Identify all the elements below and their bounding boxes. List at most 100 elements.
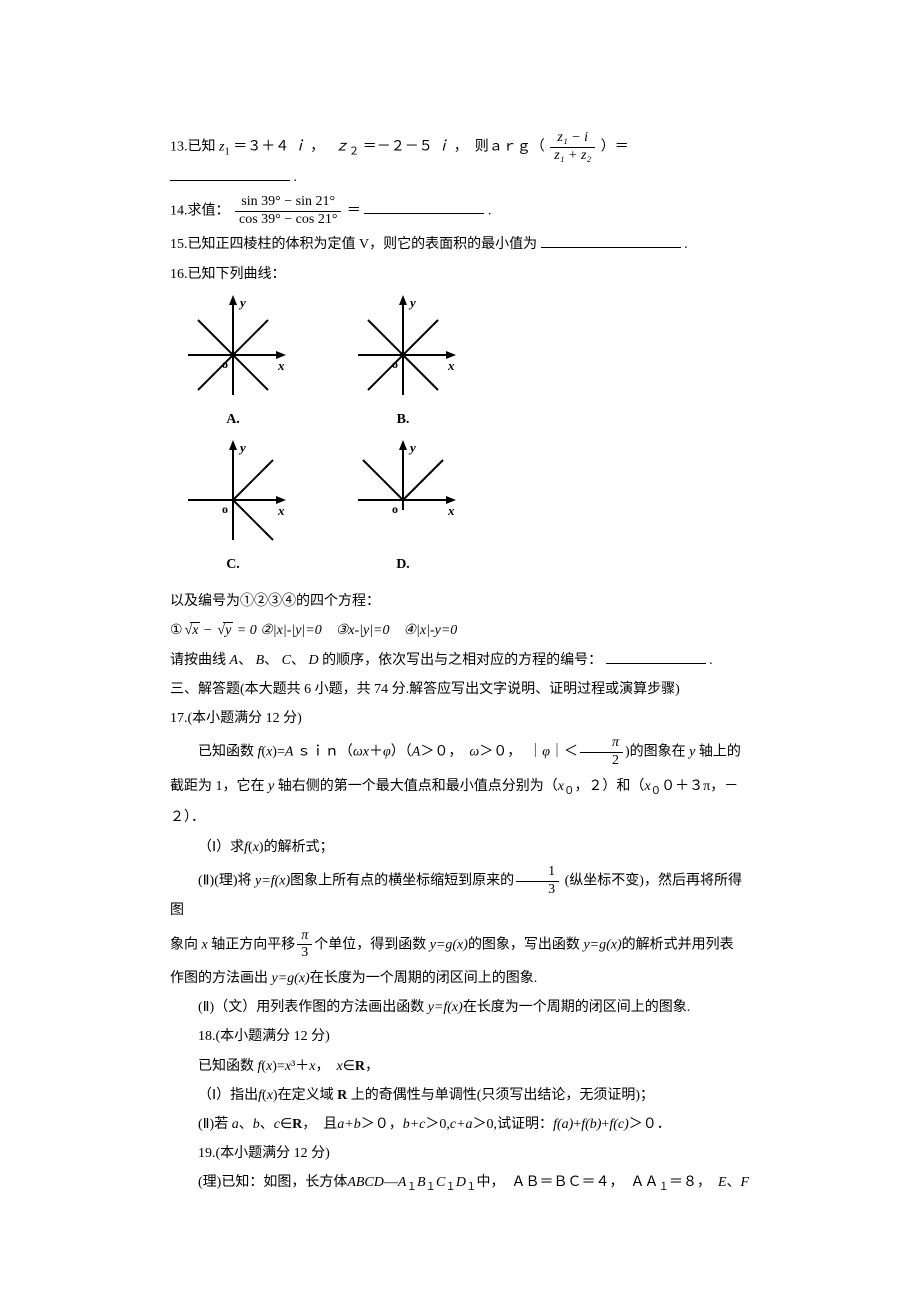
minus: − [200, 623, 215, 638]
s5: １ [658, 1182, 669, 1193]
B1: B [417, 1175, 426, 1190]
sep: 、 [727, 1175, 741, 1190]
R3: R [292, 1117, 302, 1132]
q13: 13.已知 z1 ＝３＋４ ｉ ， ｚ２ ＝－２－５ ｉ ， 则ａｒｇ（ z₁ … [170, 130, 750, 190]
q16-head-text: 16.已知下列曲线： [170, 267, 286, 282]
q16-equations: ①x − y = 0 ②|x|-|y|=0 ③x-|y|=0 ④|x|-y=0 [170, 618, 750, 643]
p3: ０＋３π，－ [661, 779, 738, 794]
D1: D [456, 1175, 466, 1190]
in: ∈ [343, 1059, 355, 1074]
label-B: B. [348, 407, 458, 432]
b: )在定义域 [273, 1088, 334, 1103]
q16-ask: 请按曲线 A、 B、 C、 D 的顺序，依次写出与之相对应的方程的编号： . [170, 648, 750, 673]
q19-head: 19.(本小题满分 12 分) [170, 1141, 750, 1166]
phi2: φ [542, 745, 550, 760]
s2: 、 [264, 653, 278, 668]
frac-den: z₁ + z₂ [550, 148, 595, 165]
omega: ω [353, 745, 363, 760]
t: 18.(本小题满分 12 分) [198, 1029, 330, 1044]
cond: ， 且 [302, 1117, 337, 1132]
two: 2 [580, 753, 623, 770]
t2: 轴右侧的第一个最大值点和最小值点分别为（ [274, 779, 558, 794]
t: 已知函数 [198, 745, 254, 760]
period: . [684, 237, 688, 252]
g3: ＞0, [473, 1117, 498, 1132]
E: E [718, 1175, 727, 1190]
section-3: 三、解答题(本大题共 6 小题，共 74 分.解答应写出文字说明、证明过程或演算… [170, 677, 750, 702]
plus: ＋ [369, 745, 383, 760]
blank-16 [606, 649, 706, 664]
q18-line1: 已知函数 f(x)=x³＋x， x∈R， [170, 1054, 750, 1079]
curve-D-svg: y x o [348, 440, 458, 550]
pi: π [580, 735, 623, 753]
pi3: π [297, 928, 312, 946]
bi: b [253, 1117, 260, 1132]
cond: ）（ [391, 745, 412, 760]
svg-text:x: x [447, 358, 455, 373]
phi: φ [383, 745, 391, 760]
q15: 15.已知正四棱柱的体积为定值 V，则它的表面积的最小值为 . [170, 232, 750, 257]
q17-ii-wen: (Ⅱ)（文）用列表作图的方法画出函数 y=f(x)在长度为一个周期的闭区间上的图… [170, 995, 750, 1020]
s2p: １ [426, 1182, 437, 1193]
lC: C [282, 653, 291, 668]
rc: ， [365, 1059, 379, 1074]
blank-13 [170, 166, 290, 181]
ab: a+b [337, 1117, 360, 1132]
a: 已知函数 [198, 1059, 254, 1074]
q16-mid: 以及编号为①②③④的四个方程： [170, 589, 750, 614]
pi-over-3: π3 [297, 928, 312, 963]
g1: ＞０， [361, 1117, 403, 1132]
d: ， [315, 1059, 336, 1074]
exam-page: 13.已知 z1 ＝３＋４ ｉ ， ｚ２ ＝－２－５ ｉ ， 则ａｒｇ（ z₁ … [0, 0, 920, 1282]
ask-pre: 请按曲线 [170, 653, 226, 668]
q17-ii-li: (Ⅱ)(理)将 y=f(x)图象上所有点的横坐标缩短到原来的13 (纵坐标不变)… [170, 864, 750, 924]
blank-14 [364, 199, 484, 214]
svg-text:y: y [408, 295, 416, 310]
z2-var: ｚ [335, 140, 349, 155]
a: (理)已知：如图，长方体 [198, 1175, 347, 1190]
q17-line3: ２）． [170, 805, 750, 830]
pf: 试证明： [497, 1117, 553, 1132]
b: 图象上所有点的横坐标缩短到原来的 [290, 873, 514, 888]
c: 个单位，得到函数 [314, 937, 426, 952]
period: . [709, 653, 713, 668]
d3: 3 [297, 945, 312, 962]
bc: b+c [403, 1117, 426, 1132]
blank-15 [541, 233, 681, 248]
lD: D [308, 653, 318, 668]
svg-text:x: x [277, 503, 285, 518]
q17-i: （Ⅰ）求f(x)的解析式； [170, 835, 750, 860]
q18-head: 18.(本小题满分 12 分) [170, 1024, 750, 1049]
t: （Ⅰ）求 [198, 840, 244, 855]
curve-B-svg: y x o [348, 295, 458, 405]
abcd: ABCD [347, 1175, 384, 1190]
diagram-row-1: y x o A. y x o B. [178, 295, 750, 432]
t: 截距为 1，它在 [170, 779, 265, 794]
c: 上的奇偶性与单调性(只须写出结论，无须证明)； [351, 1088, 654, 1103]
close: ）＝ [601, 140, 629, 155]
radicand-x: x [190, 622, 200, 638]
label-D: D. [348, 552, 458, 577]
q19-line1: (理)已知：如图，长方体ABCD—A１B１C１D１中， ＡＢ＝ＢＣ＝４， ＡＡ１… [170, 1170, 750, 1198]
aft: 的图象在 [630, 745, 686, 760]
sqrt-y: y [215, 618, 233, 643]
b: 中， [476, 1175, 511, 1190]
s3: 、 [291, 653, 305, 668]
period: . [488, 203, 492, 218]
b: 轴正方向平移 [208, 937, 296, 952]
fb: f(b) [581, 1117, 601, 1132]
fc: f(c) [609, 1117, 628, 1132]
a: 作图的方法画出 [170, 971, 268, 986]
period: . [294, 170, 298, 185]
q17-line2: 截距为 1，它在 y 轴右侧的第一个最大值点和最小值点分别为（x０，２）和（x０… [170, 774, 750, 802]
t: ２）． [170, 810, 205, 825]
philt: ｜＜ [550, 745, 578, 760]
e: 的解析式并用列表 [622, 937, 734, 952]
s3p: １ [445, 1182, 456, 1193]
suf: )的解析式； [259, 840, 334, 855]
eq-rest: = 0 ②|x|-|y|=0 ③x-|y|=0 ④|x|-y=0 [233, 623, 457, 638]
q18-ii: (Ⅱ)若 a、b、c∈R， 且a+b＞０，b+c＞0,c+a＞0,试证明：f(a… [170, 1112, 750, 1137]
s0b: ０ [651, 785, 662, 796]
svg-text:o: o [392, 357, 398, 371]
mid: ， 则ａｒｇ（ [454, 140, 545, 155]
